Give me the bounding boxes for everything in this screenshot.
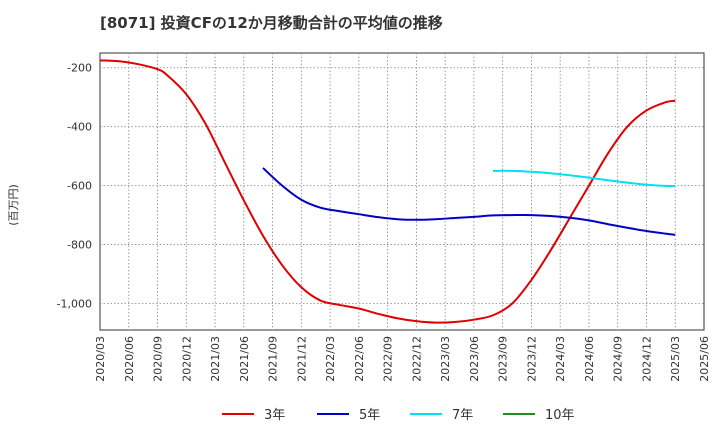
- x-tick-label: 2020/06: [123, 336, 136, 382]
- x-tick-label: 2023/12: [525, 336, 538, 382]
- y-tick-label: -200: [67, 62, 92, 75]
- x-tick-label: 2024/06: [583, 336, 596, 382]
- y-tick-label: -1,000: [57, 297, 92, 310]
- x-tick-label: 2024/12: [640, 336, 653, 382]
- x-tick-label: 2024/03: [554, 336, 567, 382]
- series-line-3年: [99, 59, 676, 324]
- series-line-7年: [493, 169, 676, 188]
- legend-label: 3年: [264, 408, 285, 423]
- x-tick-label: 2021/03: [209, 336, 222, 382]
- x-tick-label: 2020/12: [180, 336, 193, 382]
- x-tick-label: 2021/09: [267, 336, 280, 382]
- series-line-5年: [262, 167, 676, 236]
- y-axis: -200 -400 -600 -800 -1,000: [57, 62, 92, 311]
- x-tick-label: 2023/06: [468, 336, 481, 382]
- x-tick-label: 2020/09: [152, 336, 165, 382]
- grid: [100, 53, 704, 330]
- y-tick-label: -400: [67, 121, 92, 134]
- legend-label: 5年: [359, 408, 380, 423]
- x-tick-label: 2021/06: [238, 336, 251, 382]
- x-tick-label: 2023/09: [497, 336, 510, 382]
- y-tick-label: -800: [67, 239, 92, 252]
- chart-title: [8071] 投資CFの12か月移動合計の平均値の推移: [100, 14, 443, 32]
- x-tick-label: 2022/09: [382, 336, 395, 382]
- x-axis: 2020/03 2020/06 2020/09 2020/12 2021/03 2021/…: [94, 336, 711, 382]
- x-tick-label: 2025/06: [698, 336, 711, 382]
- legend-label: 7年: [452, 408, 473, 423]
- x-tick-label: 2022/06: [353, 336, 366, 382]
- plot-area: [99, 52, 705, 331]
- x-tick-label: 2022/03: [324, 336, 337, 382]
- series-lines: [99, 59, 676, 324]
- x-tick-label: 2024/09: [612, 336, 625, 382]
- legend: 3年 5年 7年 10年: [222, 408, 575, 423]
- x-tick-label: 2023/03: [439, 336, 452, 382]
- y-tick-label: -600: [67, 180, 92, 193]
- y-axis-label: (百万円): [7, 184, 20, 226]
- legend-label: 10年: [545, 408, 575, 423]
- x-tick-label: 2020/03: [94, 336, 107, 382]
- x-tick-label: 2025/03: [669, 336, 682, 382]
- x-tick-label: 2022/12: [410, 336, 423, 382]
- x-tick-label: 2021/12: [295, 336, 308, 382]
